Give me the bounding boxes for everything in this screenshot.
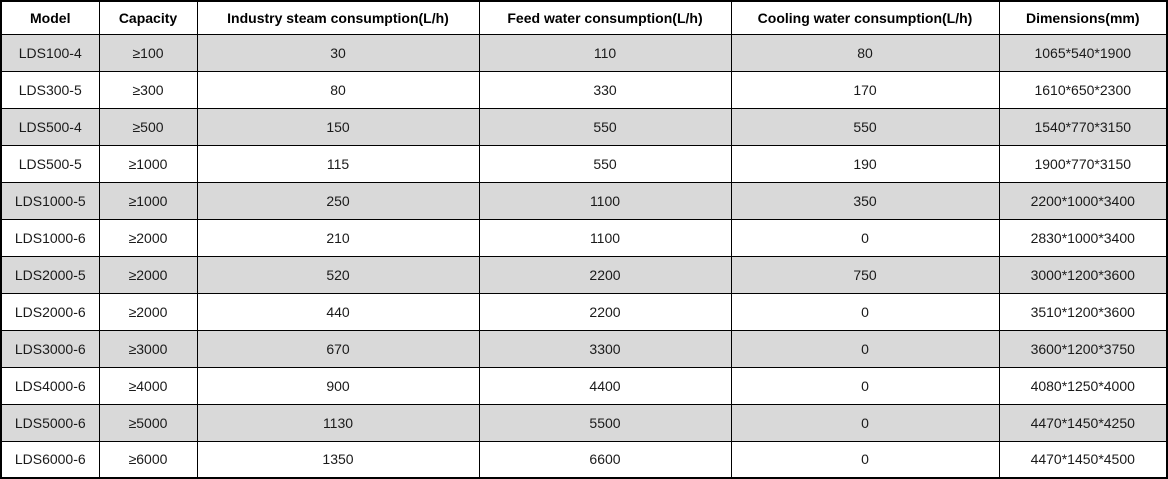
table-row: LDS500-4 ≥500 150 550 550 1540*770*3150 <box>0 107 1168 146</box>
cell-dimensions: 1540*770*3150 <box>998 107 1168 146</box>
cell-model: LDS5000-6 <box>0 403 100 442</box>
cell-cooling-water-consumption: 350 <box>730 181 1000 220</box>
table-row: LDS500-5 ≥1000 115 550 190 1900*770*3150 <box>0 144 1168 183</box>
cell-capacity: ≥5000 <box>98 403 198 442</box>
cell-feed-water-consumption: 2200 <box>478 255 732 294</box>
cell-feed-water-consumption: 3300 <box>478 329 732 368</box>
cell-feed-water-consumption: 2200 <box>478 292 732 331</box>
cell-cooling-water-consumption: 0 <box>730 292 1000 331</box>
cell-feed-water-consumption: 6600 <box>478 440 732 479</box>
cell-capacity: ≥300 <box>98 70 198 109</box>
cell-model: LDS500-5 <box>0 144 100 183</box>
cell-dimensions: 3000*1200*3600 <box>998 255 1168 294</box>
cell-cooling-water-consumption: 80 <box>730 33 1000 72</box>
column-header-steam-consumption: Industry steam consumption(L/h) <box>196 0 480 35</box>
cell-feed-water-consumption: 110 <box>478 33 732 72</box>
cell-capacity: ≥2000 <box>98 218 198 257</box>
cell-steam-consumption: 440 <box>196 292 480 331</box>
cell-cooling-water-consumption: 0 <box>730 440 1000 479</box>
cell-steam-consumption: 900 <box>196 366 480 405</box>
cell-capacity: ≥1000 <box>98 181 198 220</box>
header-row: Model Capacity Industry steam consumptio… <box>0 0 1168 35</box>
cell-model: LDS100-4 <box>0 33 100 72</box>
table-row: LDS2000-6 ≥2000 440 2200 0 3510*1200*360… <box>0 292 1168 331</box>
cell-feed-water-consumption: 4400 <box>478 366 732 405</box>
cell-feed-water-consumption: 550 <box>478 107 732 146</box>
cell-cooling-water-consumption: 190 <box>730 144 1000 183</box>
cell-feed-water-consumption: 330 <box>478 70 732 109</box>
cell-capacity: ≥1000 <box>98 144 198 183</box>
cell-cooling-water-consumption: 0 <box>730 218 1000 257</box>
cell-dimensions: 4470*1450*4250 <box>998 403 1168 442</box>
cell-capacity: ≥2000 <box>98 292 198 331</box>
cell-dimensions: 4080*1250*4000 <box>998 366 1168 405</box>
table-row: LDS2000-5 ≥2000 520 2200 750 3000*1200*3… <box>0 255 1168 294</box>
cell-steam-consumption: 115 <box>196 144 480 183</box>
cell-steam-consumption: 1350 <box>196 440 480 479</box>
cell-model: LDS1000-6 <box>0 218 100 257</box>
table-row: LDS5000-6 ≥5000 1130 5500 0 4470*1450*42… <box>0 403 1168 442</box>
cell-capacity: ≥4000 <box>98 366 198 405</box>
table-row: LDS300-5 ≥300 80 330 170 1610*650*2300 <box>0 70 1168 109</box>
table-row: LDS3000-6 ≥3000 670 3300 0 3600*1200*375… <box>0 329 1168 368</box>
table-header: Model Capacity Industry steam consumptio… <box>0 0 1168 35</box>
table-body: LDS100-4 ≥100 30 110 80 1065*540*1900 LD… <box>0 33 1168 479</box>
cell-dimensions: 2200*1000*3400 <box>998 181 1168 220</box>
cell-model: LDS2000-5 <box>0 255 100 294</box>
cell-model: LDS300-5 <box>0 70 100 109</box>
column-header-capacity: Capacity <box>98 0 198 35</box>
cell-steam-consumption: 670 <box>196 329 480 368</box>
cell-cooling-water-consumption: 170 <box>730 70 1000 109</box>
cell-dimensions: 3510*1200*3600 <box>998 292 1168 331</box>
cell-feed-water-consumption: 1100 <box>478 181 732 220</box>
column-header-model: Model <box>0 0 100 35</box>
cell-feed-water-consumption: 1100 <box>478 218 732 257</box>
cell-steam-consumption: 30 <box>196 33 480 72</box>
cell-steam-consumption: 250 <box>196 181 480 220</box>
table-row: LDS100-4 ≥100 30 110 80 1065*540*1900 <box>0 33 1168 72</box>
cell-capacity: ≥6000 <box>98 440 198 479</box>
table-row: LDS1000-6 ≥2000 210 1100 0 2830*1000*340… <box>0 218 1168 257</box>
cell-model: LDS1000-5 <box>0 181 100 220</box>
cell-dimensions: 1900*770*3150 <box>998 144 1168 183</box>
cell-capacity: ≥100 <box>98 33 198 72</box>
cell-dimensions: 2830*1000*3400 <box>998 218 1168 257</box>
cell-cooling-water-consumption: 0 <box>730 403 1000 442</box>
cell-dimensions: 4470*1450*4500 <box>998 440 1168 479</box>
cell-cooling-water-consumption: 550 <box>730 107 1000 146</box>
cell-cooling-water-consumption: 0 <box>730 366 1000 405</box>
cell-model: LDS3000-6 <box>0 329 100 368</box>
cell-steam-consumption: 150 <box>196 107 480 146</box>
column-header-cooling-water-consumption: Cooling water consumption(L/h) <box>730 0 1000 35</box>
cell-cooling-water-consumption: 750 <box>730 255 1000 294</box>
table-row: LDS6000-6 ≥6000 1350 6600 0 4470*1450*45… <box>0 440 1168 479</box>
table-row: LDS1000-5 ≥1000 250 1100 350 2200*1000*3… <box>0 181 1168 220</box>
cell-steam-consumption: 210 <box>196 218 480 257</box>
cell-steam-consumption: 1130 <box>196 403 480 442</box>
cell-model: LDS2000-6 <box>0 292 100 331</box>
table-row: LDS4000-6 ≥4000 900 4400 0 4080*1250*400… <box>0 366 1168 405</box>
cell-dimensions: 1065*540*1900 <box>998 33 1168 72</box>
cell-capacity: ≥500 <box>98 107 198 146</box>
cell-model: LDS500-4 <box>0 107 100 146</box>
cell-capacity: ≥3000 <box>98 329 198 368</box>
cell-feed-water-consumption: 550 <box>478 144 732 183</box>
cell-dimensions: 3600*1200*3750 <box>998 329 1168 368</box>
cell-model: LDS4000-6 <box>0 366 100 405</box>
cell-cooling-water-consumption: 0 <box>730 329 1000 368</box>
column-header-dimensions: Dimensions(mm) <box>998 0 1168 35</box>
cell-capacity: ≥2000 <box>98 255 198 294</box>
cell-steam-consumption: 80 <box>196 70 480 109</box>
cell-steam-consumption: 520 <box>196 255 480 294</box>
cell-feed-water-consumption: 5500 <box>478 403 732 442</box>
column-header-feed-water-consumption: Feed water consumption(L/h) <box>478 0 732 35</box>
cell-model: LDS6000-6 <box>0 440 100 479</box>
cell-dimensions: 1610*650*2300 <box>998 70 1168 109</box>
